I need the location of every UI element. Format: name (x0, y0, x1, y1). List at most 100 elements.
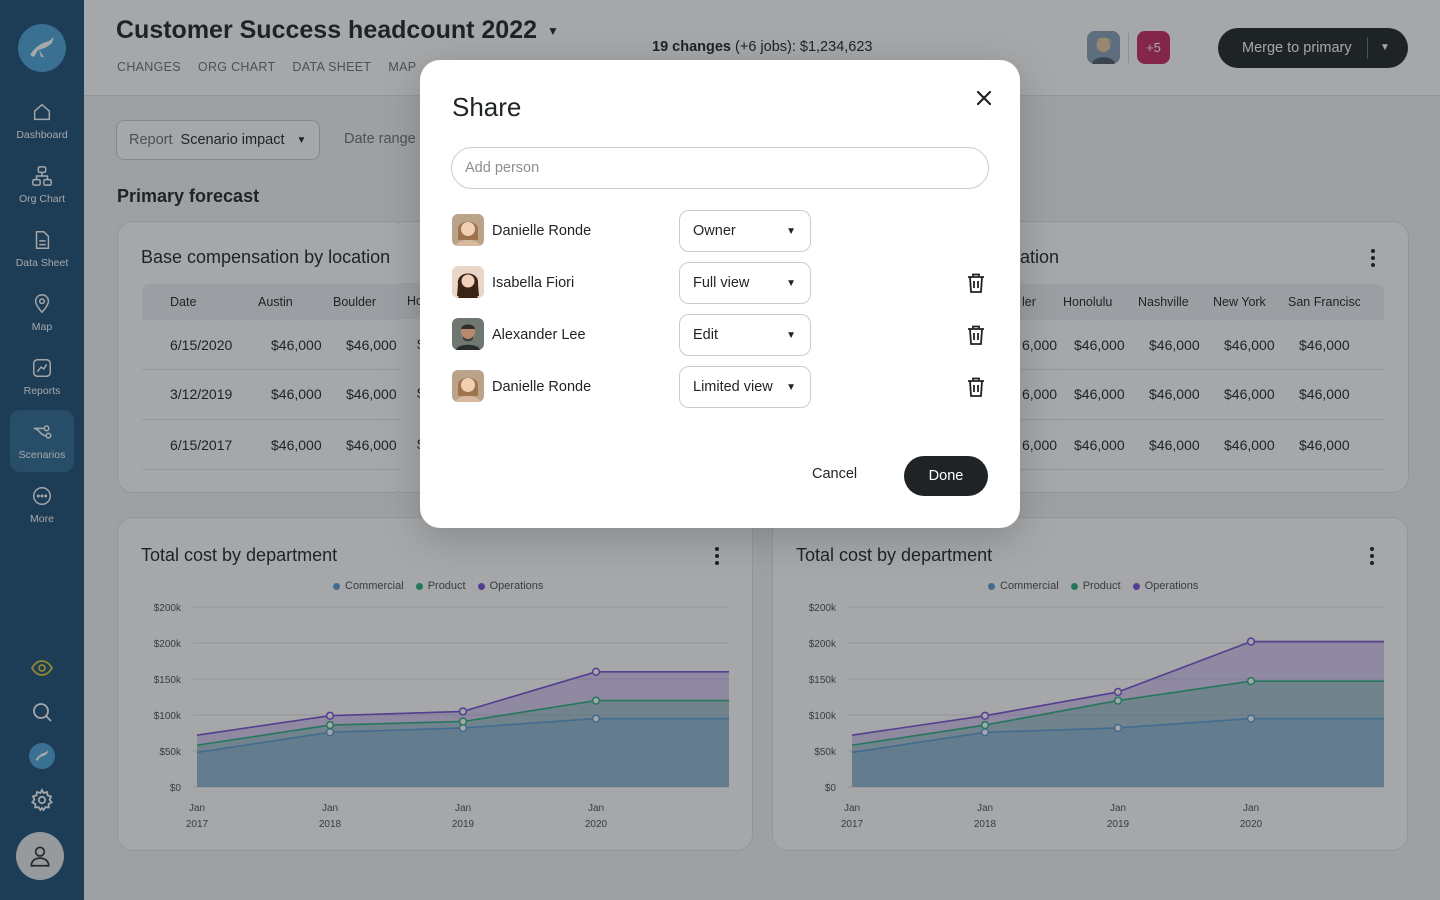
trash-icon (968, 325, 984, 345)
table-cell: 6,000 (1022, 437, 1058, 453)
x-tick-label: Jan (189, 803, 205, 814)
legend-dot (1070, 582, 1078, 590)
role-select[interactable]: Limited view ▼ (679, 366, 811, 408)
search-icon (33, 703, 52, 722)
chevron-down-icon: ▼ (547, 23, 559, 38)
kebab-dot (715, 554, 719, 558)
table-cell: $46,000 (1074, 337, 1125, 353)
settings-button[interactable] (24, 782, 60, 818)
column-header: Austin (258, 295, 293, 309)
data-point-operations (1113, 687, 1123, 697)
x-tick-label: Jan (844, 803, 860, 814)
kebab-dot (1371, 256, 1375, 260)
sidebar-item-map[interactable]: Map (10, 282, 74, 344)
x-tick-label: Jan (977, 803, 993, 814)
chart-legend: Commercial Product Operations (333, 580, 555, 592)
data-point-commercial (1113, 723, 1123, 733)
table-cell: $46,000 (346, 437, 397, 453)
table-cell: $46,000 (346, 386, 397, 402)
y-tick-label: $150k (809, 675, 837, 686)
table-cell: $46,000 (1074, 437, 1125, 453)
brand-button[interactable] (24, 738, 60, 774)
merge-to-primary-button[interactable]: Merge to primary ▼ (1218, 28, 1408, 68)
page-title: Customer Success headcount 2022 (116, 16, 537, 44)
trash-icon (968, 273, 984, 293)
remove-person-button[interactable] (964, 271, 988, 295)
column-header: San Francisco (1288, 295, 1360, 309)
visibility-button[interactable] (24, 650, 60, 686)
add-person-input[interactable] (451, 147, 989, 189)
role-value: Edit (693, 327, 718, 343)
sidebar-item-scenarios[interactable]: Scenarios (10, 410, 74, 472)
remove-person-button[interactable] (964, 323, 988, 347)
table-cell: $46,000 (271, 337, 322, 353)
area-product (852, 681, 1384, 787)
share-dialog: Share Danielle Ronde Owner ▼ Isabella Fi… (420, 60, 1020, 528)
map-pin-icon (34, 294, 50, 314)
dialog-title: Share (452, 92, 522, 122)
legend-item-product: Product (415, 580, 466, 592)
card-menu-button[interactable] (715, 547, 719, 568)
data-point-product (325, 720, 335, 730)
home-icon (33, 103, 51, 121)
legend-item-commercial: Commercial (333, 580, 404, 592)
sidebar-nav: Dashboard Org Chart Data Sheet Map Repor… (0, 90, 84, 538)
brand-logo[interactable] (18, 24, 66, 72)
card-menu-button[interactable] (1370, 547, 1374, 568)
legend-label: Operations (489, 580, 544, 592)
kebab-dot (1371, 249, 1375, 253)
base-compensation-card: Base compensation by location Date Austi… (117, 221, 424, 493)
avatar[interactable] (1087, 31, 1120, 64)
chevron-down-icon: ▼ (786, 278, 796, 289)
role-select[interactable]: Full view ▼ (679, 262, 811, 304)
done-button[interactable]: Done (904, 456, 988, 496)
document-icon (35, 231, 50, 249)
report-select[interactable]: Report Scenario impact ▼ (116, 120, 320, 160)
y-tick-label: $200k (154, 603, 182, 614)
sidebar-item-dashboard[interactable]: Dashboard (10, 90, 74, 152)
scenario-title-dropdown[interactable]: Customer Success headcount 2022 ▼ (116, 16, 559, 45)
tab-org-chart[interactable]: ORG CHART (197, 60, 276, 74)
table-cell: $46,000 (271, 386, 322, 402)
search-button[interactable] (24, 694, 60, 730)
sidebar-item-more[interactable]: More (10, 474, 74, 536)
close-button[interactable] (972, 86, 996, 110)
data-point-commercial (1246, 714, 1256, 723)
data-point-operations (1246, 637, 1256, 646)
date-range-select[interactable]: Date range (344, 131, 416, 147)
trash-icon (968, 377, 984, 397)
sidebar-item-label: Data Sheet (15, 257, 69, 269)
divider (1000, 419, 1384, 420)
y-tick-label: $200k (154, 639, 182, 650)
x-tick-label: Jan (1243, 803, 1259, 814)
tab-changes[interactable]: CHANGES (117, 60, 181, 74)
table-cell: $46,000 (346, 337, 397, 353)
x-tick-label: 2020 (585, 819, 608, 830)
tab-data-sheet[interactable]: DATA SHEET (292, 60, 372, 74)
sidebar-item-org-chart[interactable]: Org Chart (10, 154, 74, 216)
table-cell: $46,000 (1149, 437, 1200, 453)
data-point-product (1246, 677, 1256, 686)
column-header: Boulder (333, 295, 377, 309)
legend-item-product: Product (1070, 580, 1121, 592)
data-point-product (591, 696, 601, 705)
role-select[interactable]: Owner ▼ (679, 210, 811, 252)
cancel-button[interactable]: Cancel (812, 466, 858, 482)
total-cost-chart: $0 $50k $100k $150k $200k $200k Jan 2017 Jan 2018… (154, 603, 729, 830)
chevron-down-icon[interactable]: ▼ (1380, 42, 1390, 53)
tab-map[interactable]: MAP (388, 60, 417, 74)
remove-person-button[interactable] (964, 375, 988, 399)
card-menu-button[interactable] (1371, 249, 1375, 270)
reports-icon (33, 359, 51, 377)
profile-button[interactable] (16, 832, 64, 880)
data-point-commercial (591, 714, 601, 723)
close-icon (976, 90, 992, 106)
sidebar-item-label: Dashboard (16, 129, 68, 141)
role-select[interactable]: Edit ▼ (679, 314, 811, 356)
more-collaborators-badge[interactable]: +5 (1137, 31, 1170, 64)
legend-label: Operations (1144, 580, 1199, 592)
sidebar-item-data-sheet[interactable]: Data Sheet (10, 218, 74, 280)
person-name: Alexander Lee (492, 327, 586, 343)
report-value: Scenario impact (180, 132, 285, 148)
sidebar-item-reports[interactable]: Reports (10, 346, 74, 408)
